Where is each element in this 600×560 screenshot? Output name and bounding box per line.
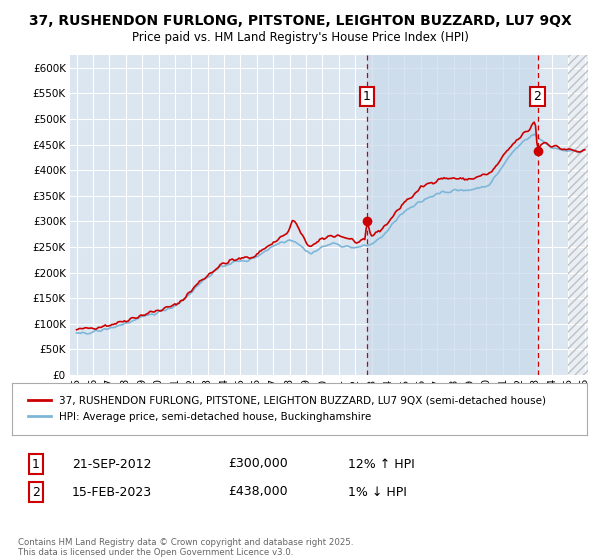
Text: 15-FEB-2023: 15-FEB-2023 xyxy=(72,486,152,498)
Text: 1% ↓ HPI: 1% ↓ HPI xyxy=(348,486,407,498)
Text: 37, RUSHENDON FURLONG, PITSTONE, LEIGHTON BUZZARD, LU7 9QX: 37, RUSHENDON FURLONG, PITSTONE, LEIGHTO… xyxy=(29,14,571,28)
Text: 12% ↑ HPI: 12% ↑ HPI xyxy=(348,458,415,470)
Text: £438,000: £438,000 xyxy=(228,486,287,498)
Bar xyxy=(367,55,538,375)
Bar xyxy=(568,55,588,375)
Text: 1: 1 xyxy=(363,90,371,103)
Text: 2: 2 xyxy=(32,486,40,498)
Text: Contains HM Land Registry data © Crown copyright and database right 2025.
This d: Contains HM Land Registry data © Crown c… xyxy=(18,538,353,557)
Bar xyxy=(568,55,588,375)
Text: Price paid vs. HM Land Registry's House Price Index (HPI): Price paid vs. HM Land Registry's House … xyxy=(131,31,469,44)
Text: 1: 1 xyxy=(32,458,40,470)
Text: 21-SEP-2012: 21-SEP-2012 xyxy=(72,458,151,470)
Text: £300,000: £300,000 xyxy=(228,458,288,470)
Legend: 37, RUSHENDON FURLONG, PITSTONE, LEIGHTON BUZZARD, LU7 9QX (semi-detached house): 37, RUSHENDON FURLONG, PITSTONE, LEIGHTO… xyxy=(23,391,551,427)
Text: 2: 2 xyxy=(533,90,541,103)
